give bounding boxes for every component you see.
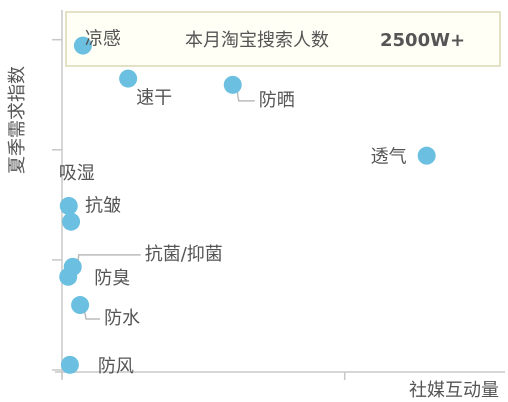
- annotation-label: 本月淘宝搜索人数: [185, 30, 329, 51]
- point: [417, 146, 436, 165]
- y-axis-label: 夏季需求指数: [7, 66, 28, 174]
- point: [223, 75, 242, 94]
- point-label: 吸湿: [59, 163, 95, 184]
- point-label: 防风: [98, 356, 134, 377]
- point-label: 抗菌/抑菌: [145, 244, 223, 265]
- point: [73, 36, 92, 55]
- annotation-value: 2500W+: [380, 30, 465, 51]
- point: [119, 69, 138, 88]
- point: [71, 296, 90, 315]
- point: [59, 267, 78, 286]
- point-label: 防水: [104, 308, 140, 329]
- point-label: 透气: [371, 147, 407, 168]
- point: [60, 355, 79, 374]
- x-axis-label: 社媒互动量: [409, 380, 499, 401]
- point: [62, 212, 81, 231]
- point-label: 防臭: [94, 268, 130, 289]
- point: [59, 196, 78, 215]
- leader-line: [236, 88, 255, 102]
- point-label: 防晒: [259, 90, 295, 111]
- annotation-box: [65, 11, 501, 67]
- point-label: 抗皱: [85, 196, 121, 217]
- point-label: 凉感: [85, 29, 121, 50]
- point-label: 速干: [136, 88, 172, 109]
